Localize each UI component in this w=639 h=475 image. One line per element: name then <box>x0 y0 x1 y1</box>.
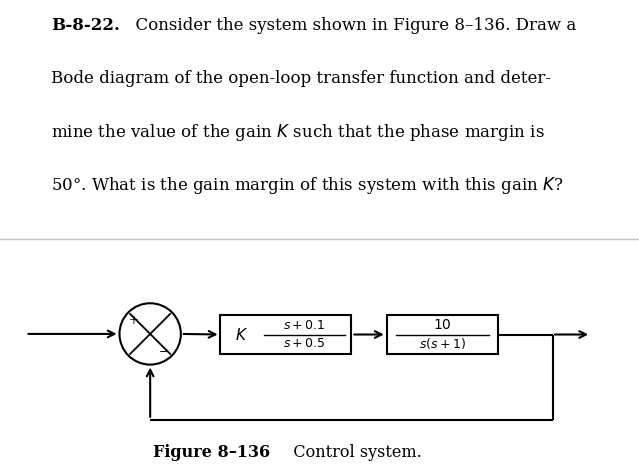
Text: −: − <box>159 344 169 357</box>
Text: +: + <box>128 314 138 327</box>
Ellipse shape <box>119 303 181 365</box>
Text: $s(s+1)$: $s(s+1)$ <box>419 336 466 351</box>
Text: Consider the system shown in Figure 8–136. Draw a: Consider the system shown in Figure 8–13… <box>125 17 576 34</box>
Text: $K$: $K$ <box>235 326 247 342</box>
Text: mine the value of the gain $K$ such that the phase margin is: mine the value of the gain $K$ such that… <box>51 123 545 143</box>
Text: $s+0.1$: $s+0.1$ <box>283 319 326 332</box>
Text: Control system.: Control system. <box>278 444 422 461</box>
Text: Figure 8–136: Figure 8–136 <box>153 444 270 461</box>
Bar <box>220 315 351 354</box>
Text: 50°. What is the gain margin of this system with this gain $K$?: 50°. What is the gain margin of this sys… <box>51 175 564 196</box>
Text: Bode diagram of the open-loop transfer function and deter-: Bode diagram of the open-loop transfer f… <box>51 69 551 86</box>
Text: B-8-22.: B-8-22. <box>51 17 120 34</box>
Bar <box>387 315 498 354</box>
Text: $10$: $10$ <box>433 318 452 332</box>
Text: $s+0.5$: $s+0.5$ <box>283 337 326 351</box>
